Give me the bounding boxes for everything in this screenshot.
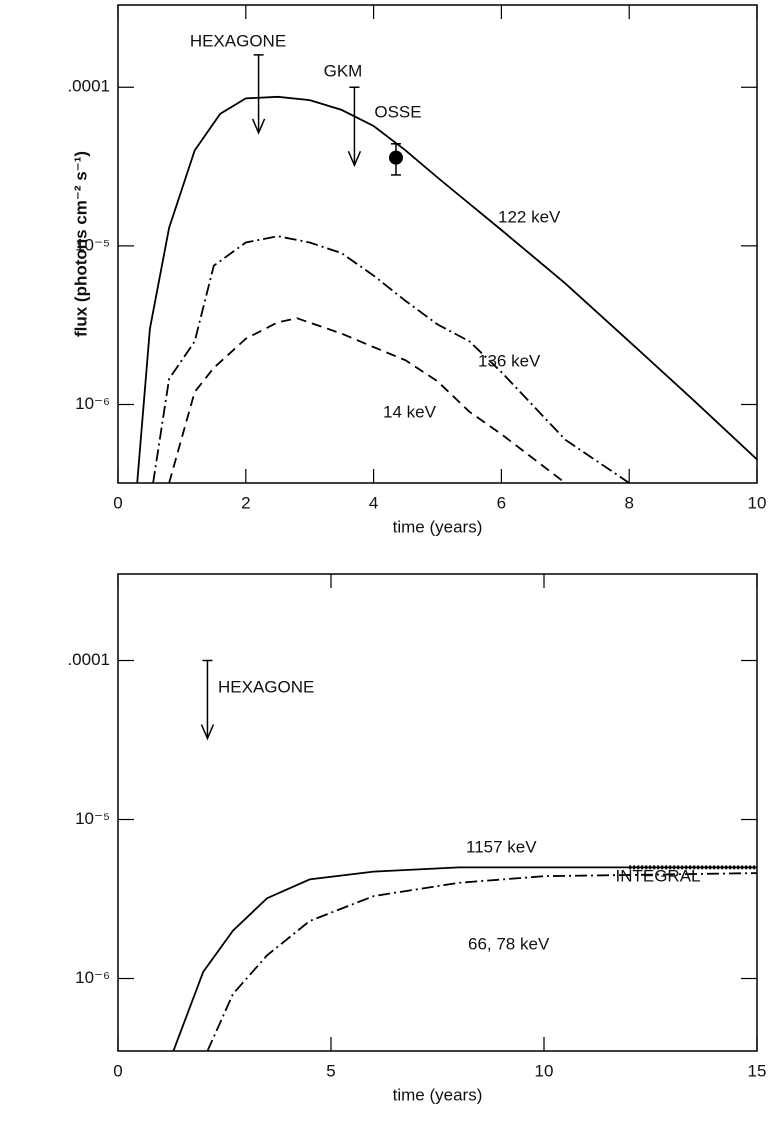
x-axis-label: time (years) (393, 1085, 483, 1104)
series-label: 122 keV (498, 207, 561, 226)
x-tick-label: 15 (748, 1061, 767, 1080)
arrow-head (251, 118, 266, 135)
arrow-head (347, 150, 362, 168)
annotation-label: GKM (324, 61, 363, 80)
data-point (388, 150, 403, 165)
series-line (172, 866, 757, 1051)
arrow-head (200, 724, 215, 741)
plot-frame (117, 4, 758, 484)
x-tick-label: 10 (748, 493, 767, 512)
annotation-label: HEXAGONE (190, 31, 286, 50)
series-label: 136 keV (478, 351, 541, 370)
series-line (136, 95, 757, 483)
x-tick-label: 0 (113, 1061, 122, 1080)
x-tick-label: 8 (624, 493, 633, 512)
series-label: 1157 keV (466, 837, 537, 856)
x-tick-label: 10 (535, 1061, 554, 1080)
series-line (152, 235, 630, 483)
y-tick-label: 10⁻⁶ (75, 394, 110, 413)
series-label: 66, 78 keV (468, 934, 550, 953)
x-tick-label: 0 (113, 493, 122, 512)
series-label: 14 keV (383, 402, 437, 421)
y-tick-label: .0001 (67, 77, 110, 96)
x-tick-label: 6 (497, 493, 506, 512)
y-tick-label: 10⁻⁵ (75, 235, 110, 254)
annotation-label: INTEGRAL (615, 866, 700, 885)
x-tick-label: 2 (241, 493, 250, 512)
y-tick-label: 10⁻⁵ (75, 809, 110, 828)
series-line (206, 872, 757, 1051)
series-line (168, 317, 566, 483)
y-tick-label: 10⁻⁶ (75, 968, 110, 987)
annotation-label: HEXAGONE (218, 677, 314, 696)
x-tick-label: 4 (369, 493, 378, 512)
y-axis-label: flux (photons cm⁻² s⁻¹) (71, 151, 90, 337)
plot-frame (117, 573, 758, 1052)
x-axis-label: time (years) (393, 517, 483, 536)
y-tick-label: .0001 (67, 650, 110, 669)
x-tick-label: 5 (326, 1061, 335, 1080)
annotation-label: OSSE (374, 102, 421, 121)
